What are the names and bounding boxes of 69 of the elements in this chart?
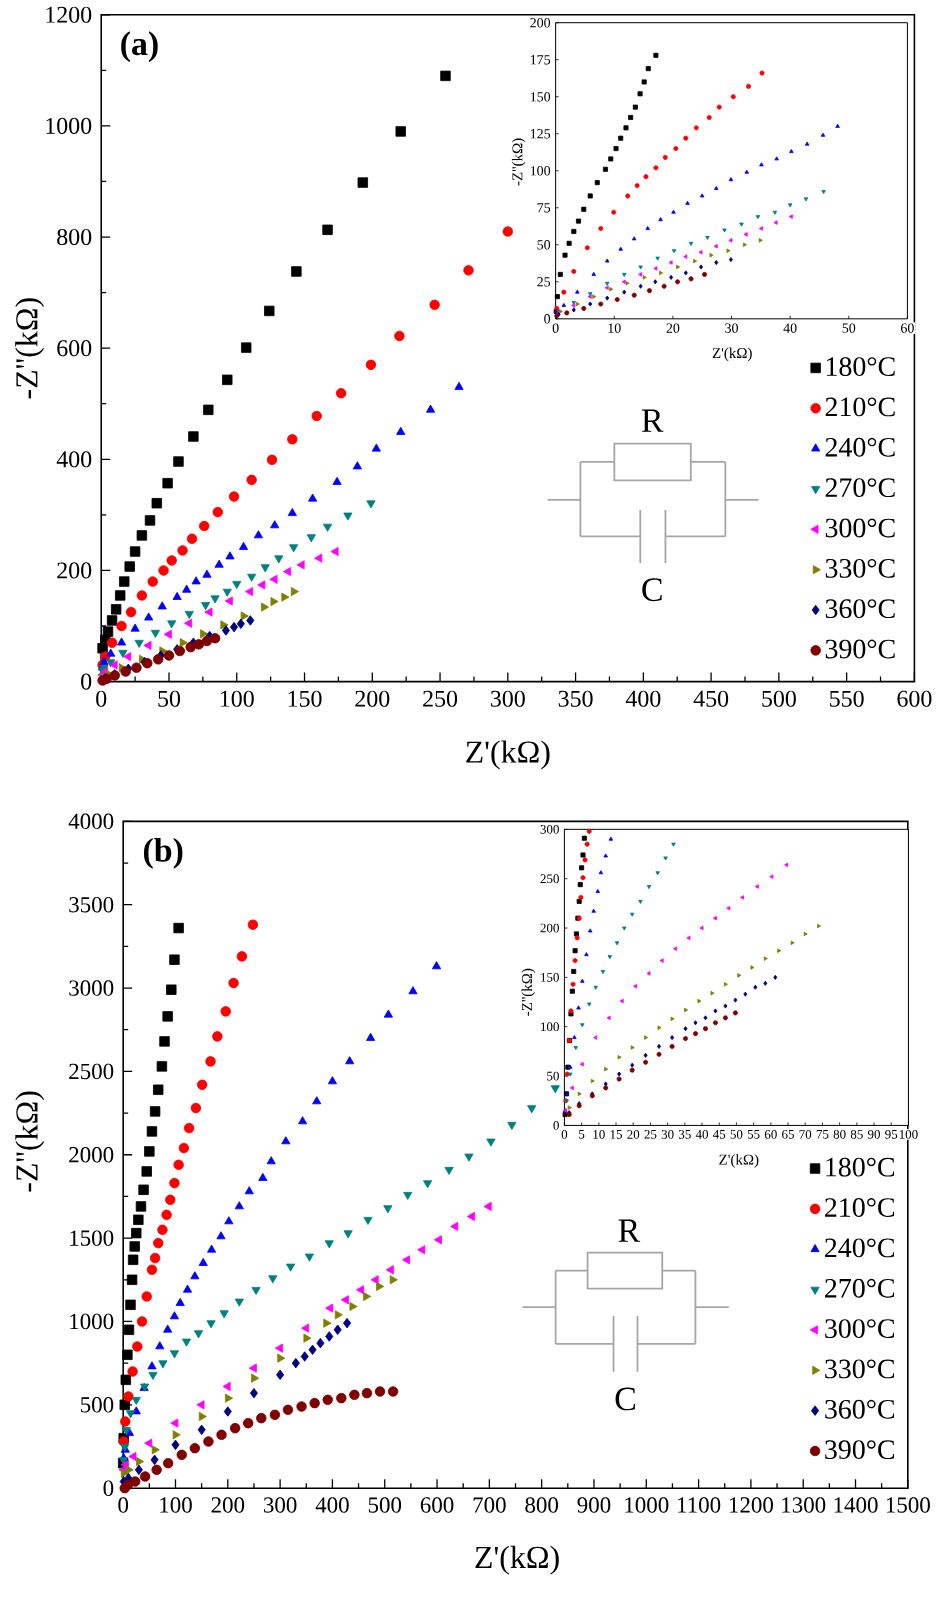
x-tick-label: 400 <box>625 690 661 707</box>
legend-label: 240°C <box>824 1238 894 1258</box>
x-tick-label: 1400 <box>834 1497 878 1513</box>
x-tick-label: 600 <box>420 1497 454 1513</box>
y-tick-label: 600 <box>57 340 92 357</box>
y-tick-label: 400 <box>56 451 92 468</box>
x-tick-label: 500 <box>368 1497 401 1513</box>
legend-label: 270°C <box>825 478 895 498</box>
y-axis-title: -Z''(kΩ) <box>15 1091 45 1192</box>
y-tick-label: 4000 <box>68 813 114 830</box>
legend-label: 360°C <box>825 1399 894 1419</box>
x-tick-label: 550 <box>829 690 864 707</box>
y-tick-label: 1500 <box>70 1230 114 1246</box>
y-tick-label: 0 <box>80 673 92 690</box>
x-tick-label: 900 <box>577 1497 611 1513</box>
x-tick-label: 1500 <box>886 1497 930 1513</box>
y-tick-label: 200 <box>57 562 92 579</box>
x-tick-label: 150 <box>288 690 322 707</box>
legend-label: 180°C <box>826 1157 894 1177</box>
x-tick-label: 50 <box>158 690 180 707</box>
x-axis-title: Z'(kΩ) <box>475 1545 559 1575</box>
legend-label: 210°C <box>824 1198 894 1217</box>
y-axis-title: -Z''(kΩ) <box>15 298 44 399</box>
y-tick-label: 800 <box>56 228 92 246</box>
x-tick-label: 100 <box>160 1497 192 1513</box>
x-tick-label: 500 <box>762 690 796 707</box>
legend-label: 390°C <box>825 1440 894 1460</box>
legend-label: 240°C <box>825 437 895 457</box>
x-tick-label: 400 <box>315 1497 349 1513</box>
x-tick-label: 0 <box>118 1497 128 1513</box>
legend-label: 360°C <box>825 599 895 619</box>
y-tick-label: 1000 <box>70 1313 114 1330</box>
legend-label: 300°C <box>825 518 895 538</box>
x-tick-label: 200 <box>355 690 390 707</box>
legend-label: 330°C <box>825 1359 894 1379</box>
y-tick-label: 0 <box>103 1480 114 1496</box>
chart-title: (a) <box>121 31 158 63</box>
x-tick-label: 1300 <box>782 1497 826 1513</box>
x-tick-label: 1000 <box>625 1497 669 1513</box>
legend-label: 390°C <box>825 639 895 659</box>
y-tick-label: 500 <box>80 1397 114 1413</box>
legend-label: 210°C <box>825 397 895 417</box>
x-tick-label: 700 <box>473 1497 506 1513</box>
y-tick-label: 3000 <box>69 980 114 996</box>
legend-label: 180°C <box>826 357 895 377</box>
x-tick-label: 200 <box>211 1497 244 1513</box>
x-tick-label: 100 <box>220 690 254 707</box>
x-tick-label: 1100 <box>677 1497 721 1513</box>
chart-title: (b) <box>143 837 183 869</box>
x-tick-label: 600 <box>897 690 932 707</box>
y-tick-label: 1000 <box>46 117 92 134</box>
legend-label: 270°C <box>824 1278 894 1298</box>
annotation: R <box>641 409 664 432</box>
x-tick-label: 300 <box>490 690 525 707</box>
x-axis-title: Z'(kΩ) <box>466 740 550 770</box>
y-tick-label: 2000 <box>69 1147 114 1163</box>
x-tick-label: 250 <box>422 690 457 707</box>
annotation: C <box>642 578 662 602</box>
legend-label: 300°C <box>825 1319 894 1339</box>
x-tick-label: 1200 <box>729 1497 773 1513</box>
y-tick-label: 2500 <box>69 1063 114 1080</box>
annotation: R <box>618 1219 640 1242</box>
y-tick-label: 1200 <box>46 6 92 23</box>
y-tick-label: 3500 <box>69 896 114 913</box>
annotation: C <box>615 1387 635 1411</box>
legend-label: 330°C <box>825 558 895 578</box>
x-tick-label: 450 <box>693 690 728 707</box>
x-tick-label: 300 <box>263 1497 297 1513</box>
x-tick-label: 350 <box>558 690 593 707</box>
